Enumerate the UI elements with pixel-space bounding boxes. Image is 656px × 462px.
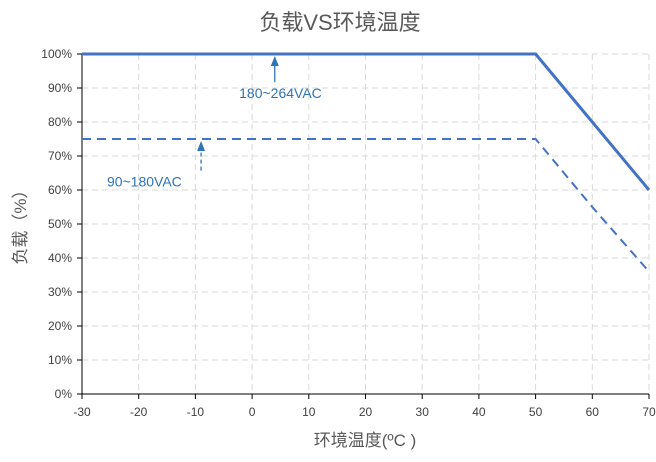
y-tick-label: 70% xyxy=(48,149,72,163)
x-axis-title: 环境温度(ºC ) xyxy=(314,431,417,450)
x-tick-label: 20 xyxy=(359,405,373,419)
y-tick-label: 80% xyxy=(48,115,72,129)
x-tick-label: 60 xyxy=(586,405,600,419)
x-tick-label: -30 xyxy=(73,405,91,419)
axis-layer: -30 -20 -10 0 10 20 30 40 50 60 70 0% 10% 20% 30% 40% 50… xyxy=(41,47,656,419)
annotation-arrow-head xyxy=(270,56,279,66)
series-line-180~264VAC xyxy=(82,52,651,191)
chart-title: 负载VS环境温度 xyxy=(259,10,420,35)
x-tick-label: -20 xyxy=(130,405,148,419)
x-tick-label: 50 xyxy=(529,405,543,419)
x-tick-label: 0 xyxy=(249,405,256,419)
x-tick-label: 30 xyxy=(416,405,430,419)
y-tick-label: 0% xyxy=(55,387,73,401)
y-tick-label: 40% xyxy=(48,251,72,265)
annotation-label: 180~264VAC xyxy=(239,85,322,101)
y-tick-label: 90% xyxy=(48,81,72,95)
y-tick-label: 20% xyxy=(48,319,72,333)
x-tick-label: 70 xyxy=(642,405,656,419)
x-tick-label: 10 xyxy=(302,405,316,419)
annotation-layer: 180~264VAC 90~180VAC xyxy=(107,56,322,190)
y-tick-label: 100% xyxy=(41,47,72,61)
y-tick-label: 30% xyxy=(48,285,72,299)
annotation-label: 90~180VAC xyxy=(107,174,182,190)
annotation-arrow-head xyxy=(197,141,206,151)
y-axis-title: 负载（%） xyxy=(11,181,30,264)
x-tick-label: -10 xyxy=(187,405,205,419)
y-tick-label: 10% xyxy=(48,353,72,367)
grid-layer xyxy=(82,53,650,394)
y-tick-label: 60% xyxy=(48,183,72,197)
series-layer xyxy=(82,52,651,273)
x-tick-label: 40 xyxy=(472,405,486,419)
y-tick-label: 50% xyxy=(48,217,72,231)
series-line-90~180VAC xyxy=(82,138,650,273)
